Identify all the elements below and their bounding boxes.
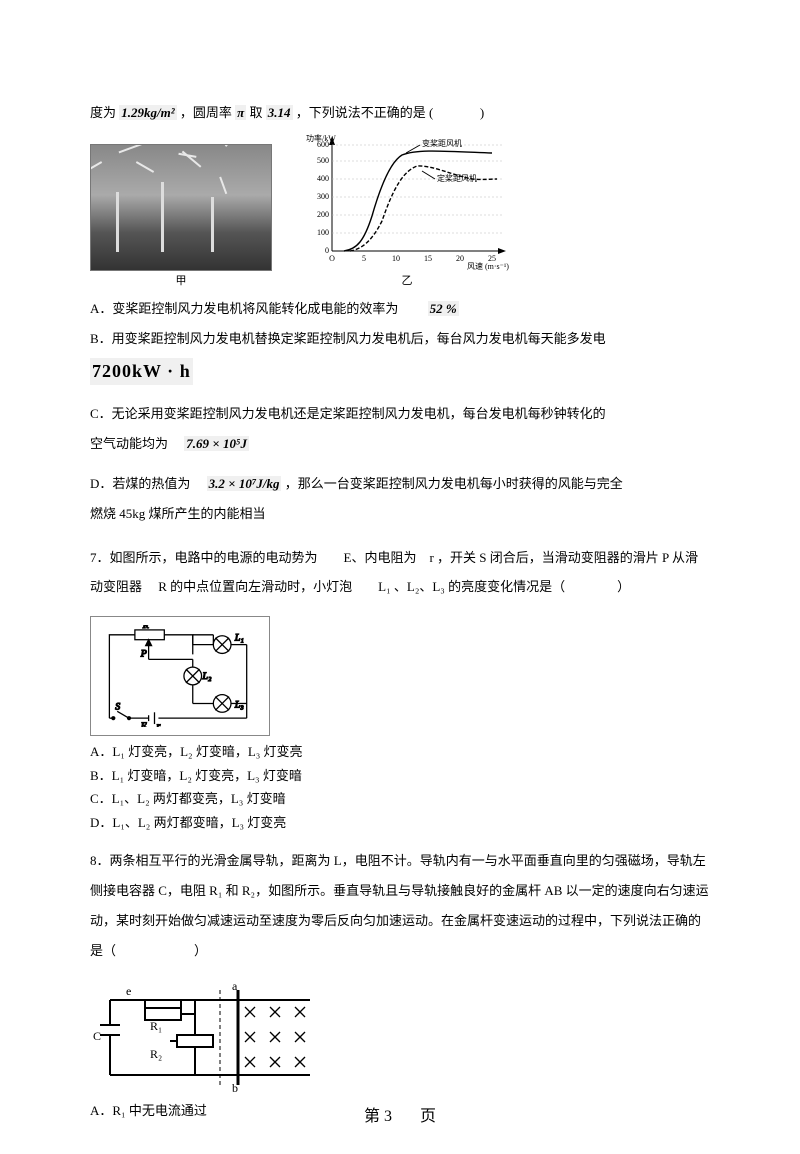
- svg-text:100: 100: [317, 228, 329, 237]
- svg-text:E: E: [140, 721, 147, 727]
- text: 取: [250, 105, 263, 120]
- wind-turbine-photo: [90, 144, 272, 271]
- q7-circuit-diagram: R P L₁ L₂: [90, 616, 270, 736]
- q7-option-a: A．L₁ 灯变亮，L₂ 灯变暗，L₃ 灯变亮: [90, 742, 710, 762]
- text: 度为: [90, 105, 116, 120]
- q6-intro: 度为 1.29kg/m² ，圆周率 π 取 3.14 ，下列说法不正确的是 ( …: [90, 103, 710, 123]
- svg-text:e: e: [126, 984, 131, 998]
- q6-b-value: 7200kW · h: [90, 358, 193, 385]
- svg-text:S: S: [115, 702, 120, 713]
- svg-text:L₁: L₁: [234, 633, 244, 644]
- text: 空气动能均为: [90, 436, 168, 451]
- page-num: 第 3: [364, 1108, 392, 1125]
- q7-option-d: D．L₁、L₂ 两灯都变暗，L₃ 灯变亮: [90, 813, 710, 833]
- svg-text:R₁: R₁: [150, 1019, 162, 1033]
- text: ，圆周率: [180, 105, 232, 120]
- q7-stem: 7．如图所示，电路中的电源的电动势为 E、内电阻为 r ，开关 S 闭合后，当滑…: [90, 543, 710, 603]
- svg-text:R: R: [142, 625, 149, 631]
- q8-rail-diagram: C e R₁ R₂: [90, 980, 320, 1095]
- q6-option-d: D．若煤的热值为 3.2 × 10⁷J/kg ，那么一台变桨距控制风力发电机每小…: [90, 469, 710, 529]
- text: D．若煤的热值为: [90, 476, 190, 491]
- svg-text:b: b: [232, 1081, 238, 1095]
- text: ，下列说法不正确的是: [296, 105, 426, 120]
- page: 度为 1.29kg/m² ，圆周率 π 取 3.14 ，下列说法不正确的是 ( …: [0, 0, 800, 1154]
- chart-caption: 乙: [302, 273, 512, 290]
- legend-b: 定桨距风机: [437, 173, 477, 183]
- text: C．无论采用变桨距控制风力发电机还是定桨距控制风力发电机，每台发电机每秒钟转化的: [90, 406, 606, 421]
- page-footer: 第 3 页: [0, 1105, 800, 1129]
- q6-option-c: C．无论采用变桨距控制风力发电机还是定桨距控制风力发电机，每台发电机每秒钟转化的…: [90, 399, 710, 459]
- page-suffix: 页: [420, 1108, 436, 1125]
- svg-text:风速 (m·s⁻¹): 风速 (m·s⁻¹): [467, 262, 509, 271]
- svg-text:5: 5: [362, 254, 366, 263]
- photo-col: 甲: [90, 144, 272, 290]
- text: 燃烧 45kg 煤所产生的内能相当: [90, 506, 266, 521]
- q6-option-b: B．用变桨距控制风力发电机替换定桨距控制风力发电机后，每台风力发电机每天能多发电: [90, 329, 710, 349]
- svg-text:300: 300: [317, 192, 329, 201]
- svg-text:20: 20: [456, 254, 464, 263]
- svg-text:功率/kW: 功率/kW: [306, 133, 336, 143]
- value: 7.69 × 10⁵J: [184, 436, 249, 451]
- chart-col: 0100 200300 400500 600 O5 1015 2025: [302, 131, 512, 290]
- legend-a: 变桨距风机: [422, 138, 462, 148]
- text: A．变桨距控制风力发电机将风能转化成电能的效率为: [90, 301, 398, 316]
- svg-text:R₂: R₂: [150, 1047, 162, 1061]
- paren-open: (: [429, 105, 433, 120]
- text: ，那么一台变桨距控制风力发电机每小时获得的风能与完全: [285, 476, 623, 491]
- svg-text:r: r: [156, 721, 160, 727]
- paren-close: ): [480, 105, 484, 120]
- svg-text:400: 400: [317, 174, 329, 183]
- text: B．用变桨距控制风力发电机替换定桨距控制风力发电机后，每台风力发电机每天能多发电: [90, 331, 606, 346]
- density-value: 1.29kg/m²: [119, 105, 176, 120]
- power-chart: 0100 200300 400500 600 O5 1015 2025: [302, 131, 512, 271]
- svg-text:C: C: [93, 1029, 101, 1043]
- pi-value: 3.14: [266, 105, 293, 120]
- svg-text:L₂: L₂: [202, 671, 212, 682]
- photo-caption: 甲: [90, 273, 272, 290]
- value: 3.2 × 10⁷J/kg: [207, 476, 282, 491]
- value: 52 %: [428, 301, 459, 316]
- figure-row: 甲: [90, 131, 710, 290]
- svg-text:15: 15: [424, 254, 432, 263]
- q7-option-b: B．L₁ 灯变暗，L₂ 灯变亮，L₃ 灯变暗: [90, 766, 710, 786]
- pi-symbol: π: [235, 105, 246, 120]
- svg-text:O: O: [329, 254, 335, 263]
- q6-option-a: A．变桨距控制风力发电机将风能转化成电能的效率为 52 %: [90, 299, 710, 319]
- svg-text:200: 200: [317, 210, 329, 219]
- q8-stem: 8．两条相互平行的光滑金属导轨，距离为 L，电阻不计。导轨内有一与水平面垂直向里…: [90, 846, 710, 966]
- svg-text:a: a: [232, 980, 238, 993]
- svg-text:500: 500: [317, 156, 329, 165]
- svg-text:P: P: [140, 649, 147, 660]
- svg-text:L₃: L₃: [234, 700, 244, 711]
- q7-option-c: C．L₁、L₂ 两灯都变亮，L₃ 灯变暗: [90, 789, 710, 809]
- svg-text:10: 10: [392, 254, 400, 263]
